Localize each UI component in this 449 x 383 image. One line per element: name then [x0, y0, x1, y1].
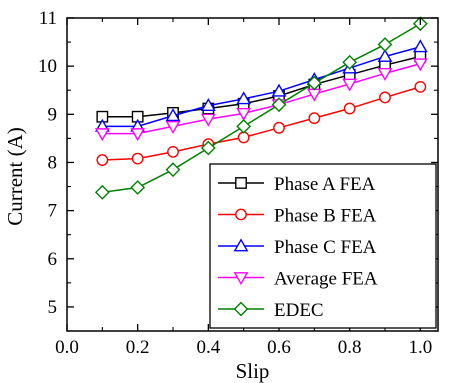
legend-marker [233, 301, 249, 317]
series-line [102, 23, 421, 194]
y-tick-label: 6 [48, 249, 58, 270]
series-line [102, 46, 421, 128]
legend: Phase A FEA Phase B FEA Phase C FEA Average… [209, 163, 437, 329]
x-axis-title: Slip [236, 359, 270, 383]
legend-item: Phase C FEA [218, 237, 377, 258]
data-point [273, 121, 285, 134]
data-point [414, 80, 427, 93]
data-point [412, 39, 428, 53]
y-tick-label: 10 [38, 56, 57, 77]
y-tick-label: 9 [48, 104, 58, 125]
data-point [236, 118, 252, 134]
data-point [237, 131, 250, 144]
data-point [200, 113, 216, 127]
data-point [165, 108, 181, 122]
x-tick-label: 0.6 [267, 337, 291, 358]
legend-label: EDEC [274, 300, 324, 321]
data-point [131, 152, 144, 165]
x-tick-label: 0.4 [196, 337, 220, 358]
y-tick-label: 5 [48, 297, 58, 318]
x-tick-label: 0.0 [55, 337, 79, 358]
legend-marker [235, 208, 247, 221]
series-line [102, 86, 421, 161]
data-point [130, 128, 146, 142]
data-point [377, 37, 393, 52]
y-tick-label: 7 [48, 201, 58, 222]
series-phase-a-fea [96, 50, 427, 123]
data-point [236, 91, 252, 105]
legend-label: Phase B FEA [274, 206, 377, 227]
legend-label: Phase C FEA [274, 237, 377, 258]
axes: 0.0 0.2 0.4 0.6 0.8 1.0 5 6 7 8 9 10 11 [38, 8, 439, 358]
series-line [102, 63, 421, 135]
data-point [308, 112, 321, 125]
series-phase-c-fea [94, 39, 428, 132]
data-point [200, 140, 216, 156]
data-point [94, 128, 110, 142]
data-point [306, 75, 322, 91]
data-point [342, 78, 358, 92]
legend-item: Phase A FEA [218, 174, 376, 195]
data-point [342, 54, 358, 70]
y-axis-title: Current (A) [3, 127, 27, 226]
data-point [96, 154, 109, 166]
data-point [130, 180, 146, 195]
y-tick-label: 11 [39, 8, 57, 29]
data-point [271, 83, 287, 97]
legend-marker [233, 238, 249, 252]
plot-frame [66, 17, 439, 332]
series-edec [94, 16, 428, 200]
y-tick-label: 8 [48, 152, 58, 173]
data-point [343, 102, 356, 115]
legend-item: Phase B FEA [218, 206, 377, 227]
x-tick-label: 0.8 [338, 337, 362, 358]
data-point [271, 97, 287, 113]
data-point [377, 67, 393, 81]
data-point [412, 58, 428, 72]
data-point [165, 162, 181, 178]
data-point [379, 91, 391, 104]
legend-label: Phase A FEA [274, 174, 376, 195]
legend-item: Average FEA [218, 269, 378, 290]
data-point [377, 48, 393, 62]
x-tick-label: 0.2 [126, 337, 150, 358]
data-point [165, 120, 181, 134]
x-tick-label: 1.0 [408, 337, 432, 358]
series-line [102, 55, 421, 118]
legend-marker [233, 272, 249, 286]
legend-marker [235, 177, 247, 189]
data-point [200, 98, 216, 112]
legend-item: EDEC [218, 300, 324, 321]
series-layer [94, 16, 428, 200]
data-point [236, 107, 252, 121]
data-point [167, 145, 179, 158]
data-point [94, 184, 110, 200]
legend-label: Average FEA [274, 269, 378, 290]
